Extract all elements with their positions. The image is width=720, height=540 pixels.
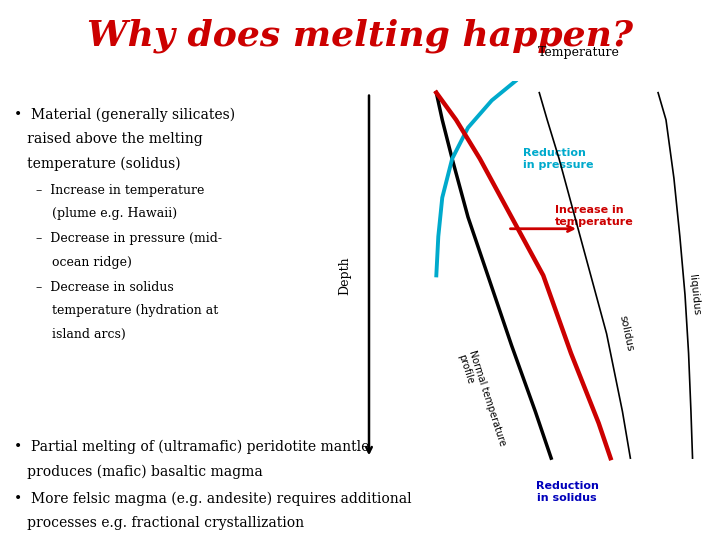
Text: Why does melting happen?: Why does melting happen? — [87, 19, 633, 53]
Text: temperature (hydration at: temperature (hydration at — [36, 305, 218, 318]
Text: processes e.g. fractional crystallization: processes e.g. fractional crystallizatio… — [14, 516, 305, 530]
Text: Depth: Depth — [338, 256, 352, 295]
Text: Increase in
temperature: Increase in temperature — [555, 205, 634, 227]
Text: •  Material (generally silicates): • Material (generally silicates) — [14, 108, 235, 123]
Text: (plume e.g. Hawaii): (plume e.g. Hawaii) — [36, 207, 177, 220]
Text: •  Partial melting of (ultramafic) peridotite mantle: • Partial melting of (ultramafic) perido… — [14, 440, 370, 455]
Text: raised above the melting: raised above the melting — [14, 132, 203, 146]
Text: Normal temperature
profile: Normal temperature profile — [456, 349, 508, 451]
Text: ocean ridge): ocean ridge) — [36, 255, 132, 268]
Text: Reduction
in pressure: Reduction in pressure — [523, 148, 594, 170]
Text: solidus: solidus — [618, 315, 635, 353]
Text: •  More felsic magma (e.g. andesite) requires additional: • More felsic magma (e.g. andesite) requ… — [14, 491, 412, 506]
Text: Reduction
in solidus: Reduction in solidus — [536, 482, 598, 503]
Text: temperature (solidus): temperature (solidus) — [14, 157, 181, 171]
Text: produces (mafic) basaltic magma: produces (mafic) basaltic magma — [14, 464, 263, 479]
Text: Temperature: Temperature — [538, 46, 620, 59]
Text: liquidus: liquidus — [687, 274, 701, 316]
Text: island arcs): island arcs) — [36, 327, 126, 341]
Text: –  Decrease in solidus: – Decrease in solidus — [36, 281, 174, 294]
Text: –  Decrease in pressure (mid-: – Decrease in pressure (mid- — [36, 232, 222, 246]
Text: –  Increase in temperature: – Increase in temperature — [36, 184, 204, 197]
